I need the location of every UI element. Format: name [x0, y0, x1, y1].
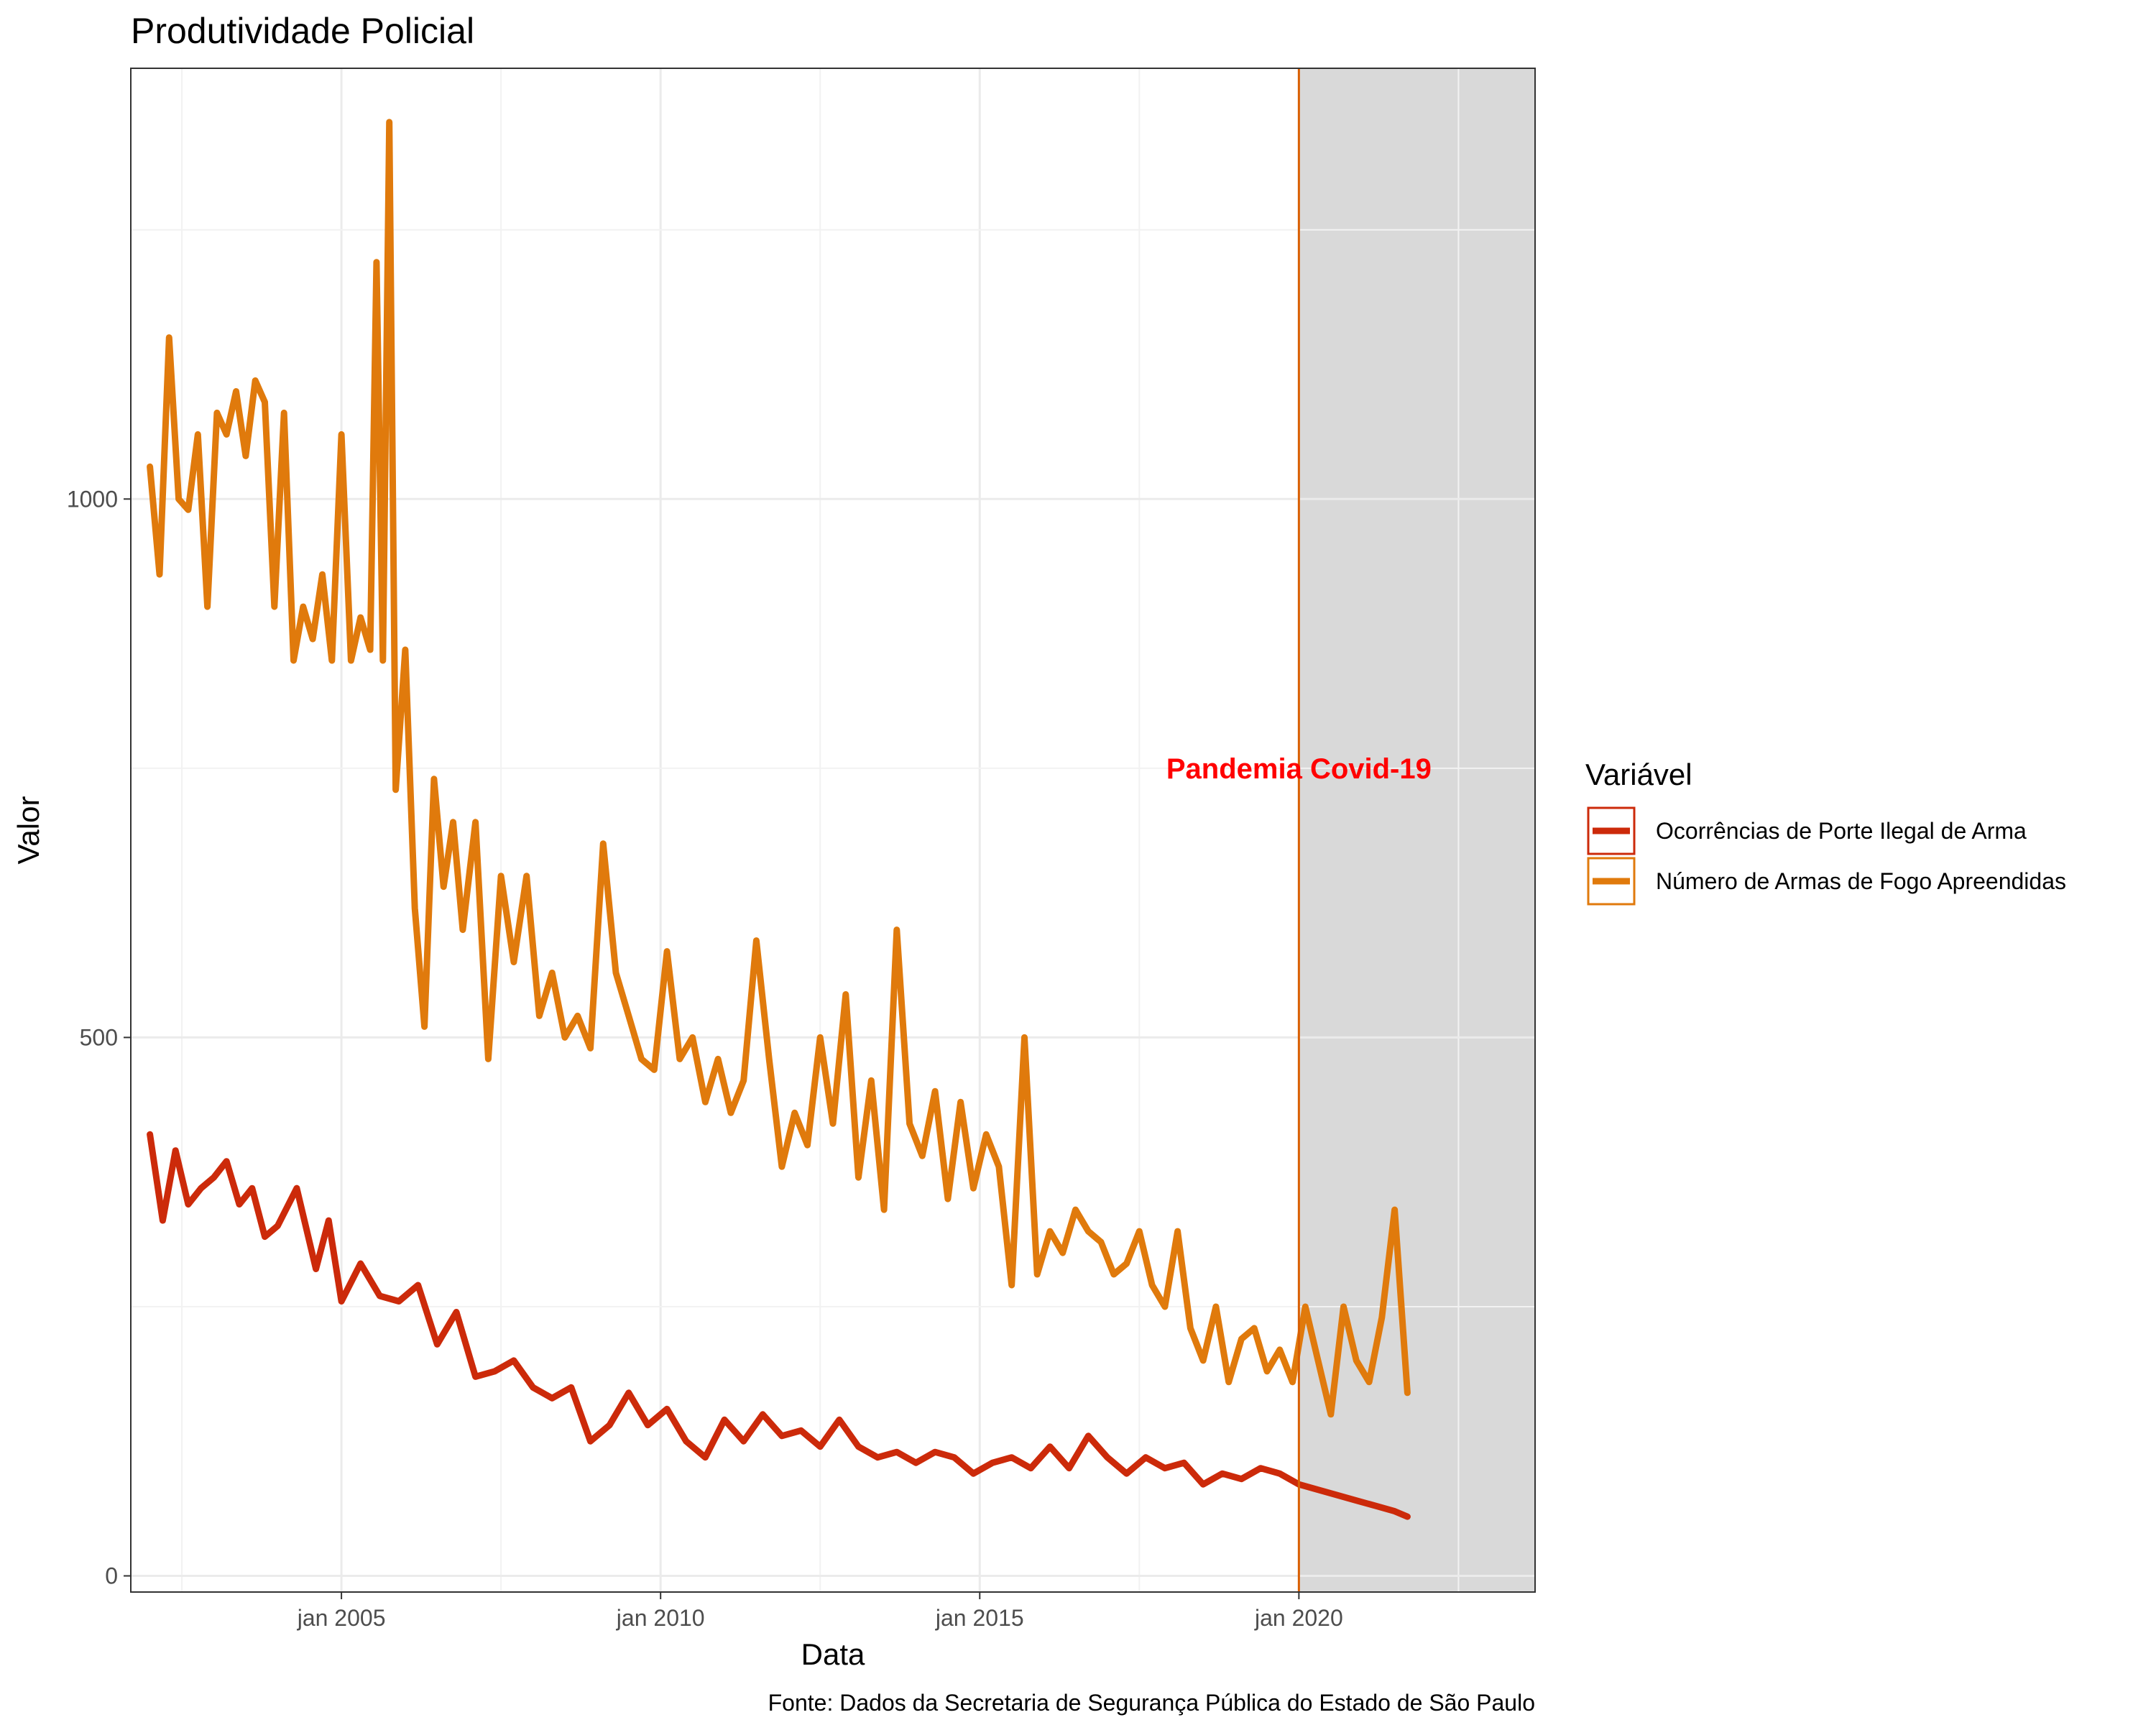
legend: Variável Ocorrências de Porte Ilegal de …	[1585, 758, 2066, 906]
x-tick-label: jan 2005	[297, 1605, 386, 1631]
chart-title: Produtividade Policial	[131, 11, 474, 51]
series-line-1	[147, 1131, 1411, 1520]
x-tick-label: jan 2015	[935, 1605, 1024, 1631]
x-tick-label: jan 2010	[616, 1605, 705, 1631]
x-tick-label: jan 2020	[1254, 1605, 1343, 1631]
plot-border	[130, 68, 1536, 1593]
pandemic-annotation: Pandemia Covid-19	[1166, 753, 1432, 785]
y-tick-label: 500	[80, 1024, 118, 1050]
y-axis-title: Valor	[11, 796, 45, 865]
legend-title: Variável	[1585, 758, 1692, 791]
series-layer	[147, 119, 1411, 1520]
y-tick-label: 1000	[67, 486, 118, 512]
x-axis-title: Data	[801, 1637, 865, 1671]
legend-items: Ocorrências de Porte Ilegal de Arma Númer…	[1587, 806, 2066, 906]
y-axis: 0 500 1000	[67, 486, 131, 1589]
source-caption: Fonte: Dados da Secretaria de Segurança …	[768, 1690, 1535, 1716]
legend-label: Número de Armas de Fogo Apreendidas	[1656, 868, 2066, 894]
y-tick-label: 0	[105, 1563, 118, 1589]
legend-label: Ocorrências de Porte Ilegal de Arma	[1656, 818, 2027, 844]
series-line-2	[147, 119, 1411, 1418]
x-axis: jan 2005 jan 2010 jan 2015 jan 2020	[297, 1592, 1343, 1631]
